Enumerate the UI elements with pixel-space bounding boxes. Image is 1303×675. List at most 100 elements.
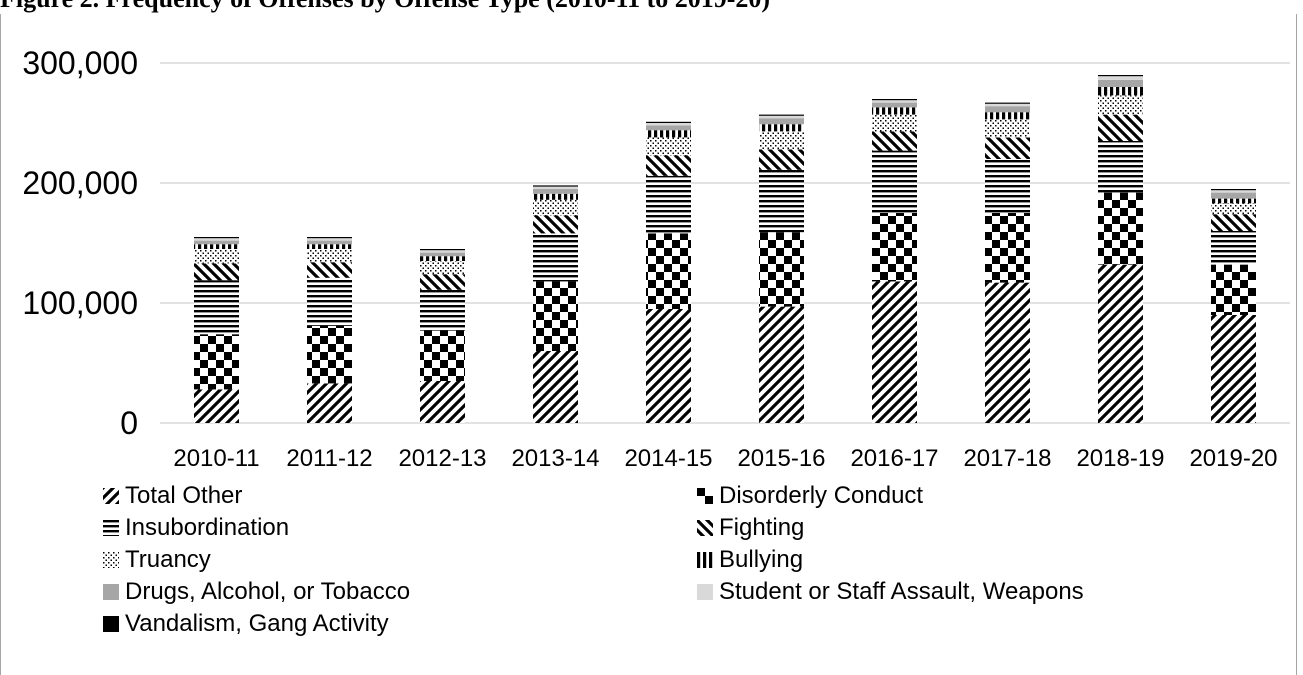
bar-disorderly-conduct-2015-16 — [759, 232, 804, 307]
legend-label: Insubordination — [125, 514, 290, 541]
legend-label: Bullying — [719, 546, 804, 573]
legend-swatch-student-or-staff-assault-weapons — [697, 584, 713, 600]
bar-vandalism-gang-activity-2018-19 — [1098, 75, 1143, 77]
legend-label: Disorderly Conduct — [719, 482, 924, 509]
legend-item-vandalism-gang-activity: Vandalism, Gang Activity — [103, 608, 389, 640]
x-tick-label: 2016-17 — [850, 445, 938, 472]
bar-truancy-2018-19 — [1098, 95, 1143, 115]
bar-disorderly-conduct-2013-14 — [533, 281, 578, 351]
bar-vandalism-gang-activity-2010-11 — [194, 237, 239, 239]
frame-right-border — [1296, 14, 1297, 675]
bar-student-or-staff-assault-weapons-2013-14 — [533, 186, 578, 189]
legend-label: Total Other — [125, 482, 243, 509]
bar-student-or-staff-assault-weapons-2019-20 — [1211, 190, 1256, 193]
bar-disorderly-conduct-2010-11 — [194, 334, 239, 390]
bar-vandalism-gang-activity-2012-13 — [420, 249, 465, 251]
bar-stack-2014-15 — [646, 121, 691, 423]
bar-insubordination-2012-13 — [420, 289, 465, 331]
bar-stack-2016-17 — [872, 99, 917, 423]
bar-bullying-2011-12 — [307, 244, 352, 249]
bar-drugs-alcohol-or-tobacco-2011-12 — [307, 240, 352, 245]
bar-stack-2015-16 — [759, 114, 804, 423]
bar-drugs-alcohol-or-tobacco-2015-16 — [759, 118, 804, 125]
bar-insubordination-2017-18 — [985, 159, 1030, 213]
legend-item-total-other: Total Other — [103, 480, 242, 512]
y-axis-ticks: 0 100,000 200,000 300,000 — [22, 45, 138, 441]
bar-total-other-2011-12 — [307, 383, 352, 423]
bar-fighting-2014-15 — [646, 155, 691, 176]
bar-bullying-2015-16 — [759, 124, 804, 132]
bar-vandalism-gang-activity-2011-12 — [307, 237, 352, 239]
bars — [194, 75, 1256, 423]
bar-drugs-alcohol-or-tobacco-2019-20 — [1211, 192, 1256, 199]
bar-fighting-2012-13 — [420, 274, 465, 290]
bar-insubordination-2018-19 — [1098, 141, 1143, 193]
bar-truancy-2012-13 — [420, 261, 465, 275]
bar-student-or-staff-assault-weapons-2010-11 — [194, 238, 239, 241]
bar-disorderly-conduct-2019-20 — [1211, 264, 1256, 315]
bar-insubordination-2013-14 — [533, 233, 578, 282]
legend-label: Truancy — [125, 546, 211, 573]
bar-fighting-2018-19 — [1098, 114, 1143, 141]
bar-vandalism-gang-activity-2016-17 — [872, 99, 917, 101]
bar-drugs-alcohol-or-tobacco-2013-14 — [533, 189, 578, 194]
bar-fighting-2016-17 — [872, 131, 917, 151]
bar-vandalism-gang-activity-2019-20 — [1211, 189, 1256, 191]
bar-student-or-staff-assault-weapons-2012-13 — [420, 250, 465, 253]
x-tick-label: 2015-16 — [737, 445, 825, 472]
bar-truancy-2019-20 — [1211, 203, 1256, 215]
y-tick-label: 300,000 — [22, 45, 138, 81]
bar-drugs-alcohol-or-tobacco-2014-15 — [646, 125, 691, 131]
bar-truancy-2013-14 — [533, 199, 578, 216]
bar-disorderly-conduct-2017-18 — [985, 213, 1030, 283]
bar-total-other-2019-20 — [1211, 315, 1256, 423]
legend-swatch-insubordination — [103, 520, 119, 536]
legend-label: Student or Staff Assault, Weapons — [719, 578, 1084, 605]
bar-truancy-2011-12 — [307, 249, 352, 263]
bar-student-or-staff-assault-weapons-2017-18 — [985, 103, 1030, 107]
bar-fighting-2011-12 — [307, 262, 352, 278]
bar-disorderly-conduct-2018-19 — [1098, 192, 1143, 265]
bar-insubordination-2014-15 — [646, 175, 691, 234]
bar-vandalism-gang-activity-2013-14 — [533, 185, 578, 187]
legend-swatch-fighting — [697, 520, 713, 536]
bar-drugs-alcohol-or-tobacco-2018-19 — [1098, 79, 1143, 87]
bar-total-other-2013-14 — [533, 351, 578, 423]
legend-swatch-drugs-alcohol-or-tobacco — [103, 584, 119, 600]
legend-label: Drugs, Alcohol, or Tobacco — [125, 578, 411, 605]
x-tick-label: 2013-14 — [511, 445, 599, 472]
bar-stack-2019-20 — [1211, 189, 1256, 423]
bar-truancy-2015-16 — [759, 131, 804, 150]
figure-caption: Figure 2. Frequency of Offenses by Offen… — [0, 0, 1303, 14]
bar-bullying-2017-18 — [985, 112, 1030, 120]
legend-swatch-disorderly-conduct — [697, 488, 713, 504]
bar-stack-2010-11 — [194, 237, 239, 423]
bar-bullying-2019-20 — [1211, 198, 1256, 204]
bar-bullying-2013-14 — [533, 193, 578, 200]
bar-truancy-2016-17 — [872, 114, 917, 132]
bar-drugs-alcohol-or-tobacco-2012-13 — [420, 252, 465, 257]
bar-total-other-2018-19 — [1098, 264, 1143, 423]
x-tick-label: 2019-20 — [1189, 445, 1277, 472]
legend: Total Other Disorderly Conduct Insubordina… — [0, 478, 1303, 675]
bar-fighting-2015-16 — [759, 149, 804, 170]
x-tick-label: 2011-12 — [286, 445, 372, 472]
bar-total-other-2012-13 — [420, 381, 465, 423]
bar-fighting-2019-20 — [1211, 214, 1256, 231]
frame-left-border — [0, 14, 1, 675]
bar-truancy-2017-18 — [985, 119, 1030, 138]
x-tick-label: 2017-18 — [963, 445, 1051, 472]
x-tick-label: 2012-13 — [398, 445, 486, 472]
bar-vandalism-gang-activity-2015-16 — [759, 114, 804, 116]
bar-bullying-2014-15 — [646, 130, 691, 138]
bar-stack-2011-12 — [307, 237, 352, 423]
bar-fighting-2017-18 — [985, 137, 1030, 159]
legend-label: Fighting — [719, 514, 805, 541]
legend-item-student-or-staff-assault-weapons: Student or Staff Assault, Weapons — [697, 576, 1084, 608]
bar-stack-2018-19 — [1098, 75, 1143, 423]
bar-bullying-2016-17 — [872, 107, 917, 115]
bar-student-or-staff-assault-weapons-2016-17 — [872, 100, 917, 103]
bar-fighting-2010-11 — [194, 263, 239, 281]
bar-bullying-2010-11 — [194, 244, 239, 249]
bar-fighting-2013-14 — [533, 215, 578, 234]
